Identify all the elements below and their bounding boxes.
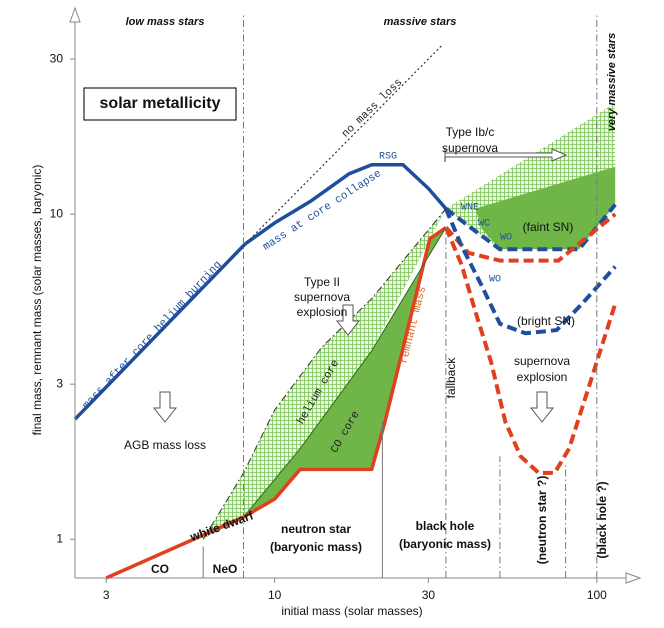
y-axis-label: final mass, remnant mass (solar masses, … [30,165,44,436]
annotation: massive stars [384,16,457,28]
series-line [444,207,617,336]
annotation: Type Ib/c [446,125,495,139]
x-tick-label: 10 [268,588,282,602]
annotation: low mass stars [126,16,205,28]
annotation: (baryonic mass) [399,537,491,551]
annotation: WC [478,219,490,230]
curve-label: mass at core collapse [261,168,384,254]
x-axis-arrow [625,572,642,584]
annotation: AGB mass loss [124,438,206,452]
area [203,208,446,540]
arrow [335,304,361,336]
annotation: WNE [461,203,479,214]
annotation: fallback [444,357,458,399]
annotation: WO [489,275,501,286]
y-tick-label: 3 [56,376,63,390]
annotation: CO [151,562,169,576]
arrow [152,391,178,423]
y-tick-label: 1 [56,531,63,545]
label-box [83,87,237,121]
x-tick-label: 30 [422,588,436,602]
y-tick-label: 30 [50,51,64,65]
y-axis-arrow [69,6,81,23]
curve-label: no mass loss [340,77,405,141]
annotation: solar metallicity [100,95,221,112]
arrow [444,148,568,162]
annotation: (neutron star ?) [535,476,549,565]
annotation: supernova [442,141,498,155]
annotation: (baryonic mass) [270,540,362,554]
annotation: neutron star [281,522,351,536]
annotation: (faint SN) [523,220,574,234]
annotation: black hole [416,519,475,533]
annotation: NeO [213,562,238,576]
annotation: explosion [297,305,348,319]
series-line [202,208,447,540]
series-line [243,45,443,247]
annotation: very massive stars [606,33,618,131]
annotation: (black hole ?) [595,481,609,558]
x-axis-label: initial mass (solar masses) [281,604,422,618]
area [475,166,616,250]
series-line [243,227,447,518]
curve-label: mass after core helium burning [81,259,225,412]
annotation: WO [500,233,512,244]
annotation: (bright SN) [517,314,575,328]
series-line [73,242,247,421]
x-tick-label: 3 [103,588,110,602]
series-line [105,226,447,580]
series-line [444,203,617,252]
annotation: supernova [294,290,350,304]
arrow [529,391,555,423]
x-tick-label: 100 [587,588,607,602]
series-line [244,162,448,246]
annotation: supernova [514,354,570,368]
series-line [444,212,617,263]
series-line [444,226,618,475]
annotation: explosion [517,370,568,384]
y-tick-label: 10 [50,206,64,220]
annotation: RSG [379,152,397,163]
annotation: Type II [304,275,340,289]
